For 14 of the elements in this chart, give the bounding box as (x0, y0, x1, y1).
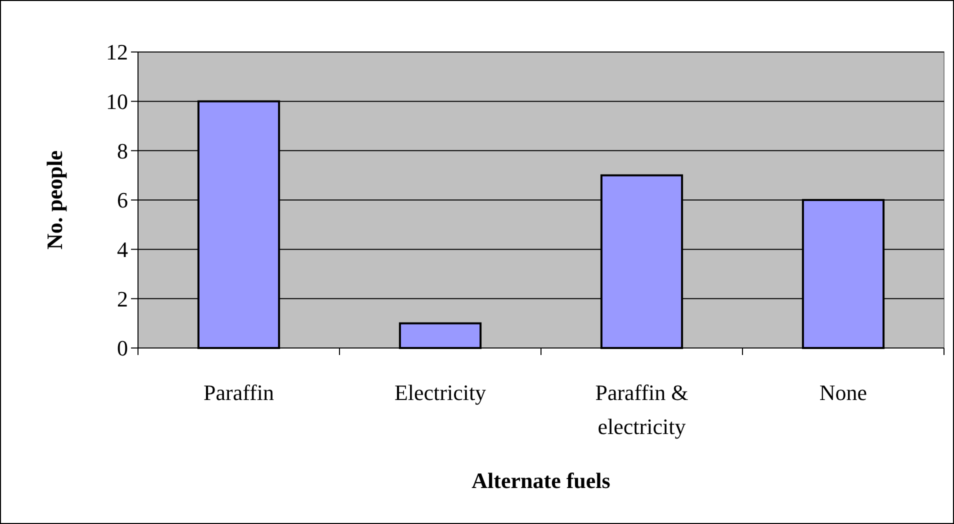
x-axis-title: Alternate fuels (472, 468, 611, 493)
y-tick-label: 10 (106, 89, 128, 114)
y-tick-label: 8 (117, 138, 128, 164)
bar (398, 322, 482, 349)
x-tick-label: Paraffin (204, 380, 274, 405)
y-tick-label: 0 (117, 336, 128, 361)
y-tick-label: 12 (106, 40, 128, 65)
x-tick-label: Paraffin & electricity (595, 380, 688, 439)
x-tick-label: Electricity (394, 380, 486, 405)
y-tick-label: 2 (117, 286, 128, 312)
y-axis-title: No. people (42, 150, 67, 250)
y-tick-label: 4 (117, 237, 128, 262)
y-tick-label: 6 (117, 188, 128, 213)
x-tick-label: None (819, 380, 868, 405)
